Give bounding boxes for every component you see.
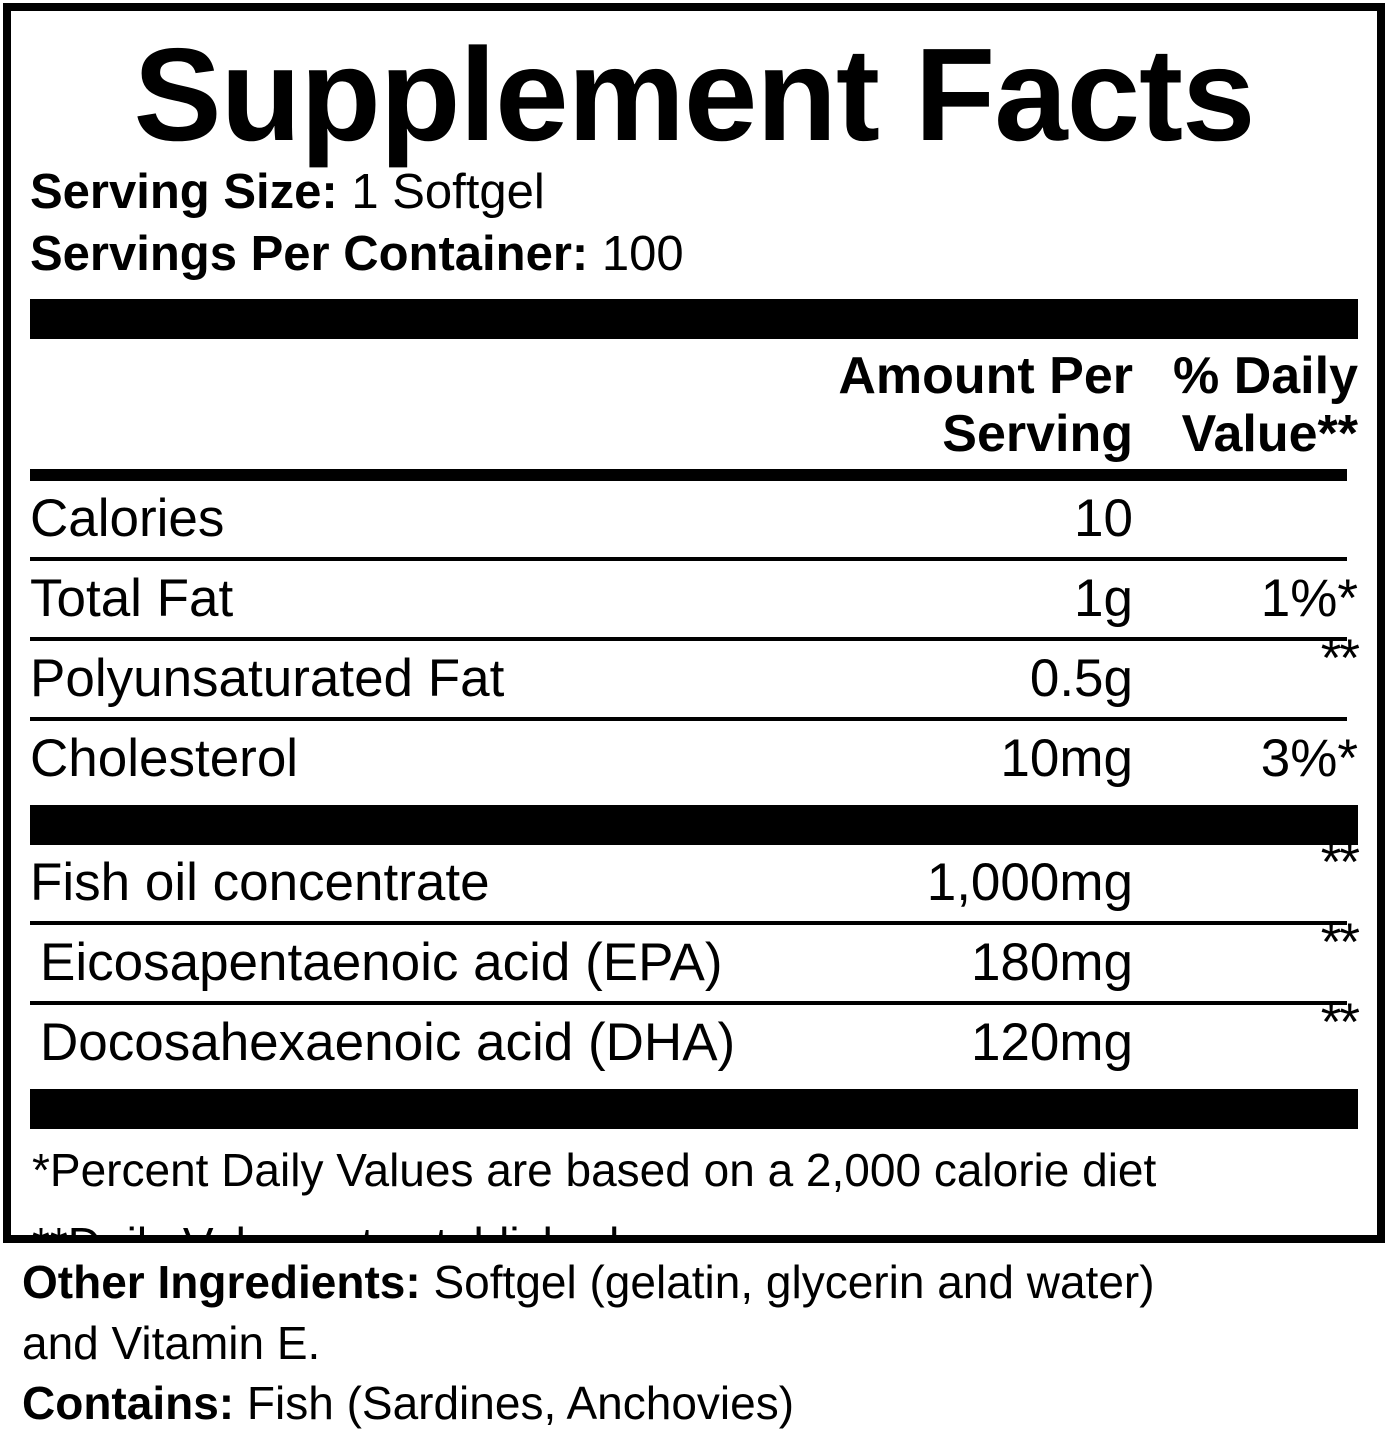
serving-size-value: 1 Softgel bbox=[351, 165, 545, 219]
row-divider bbox=[30, 717, 1347, 721]
nutrient-name: Total Fat bbox=[30, 569, 234, 628]
other-ingredients-section: Other Ingredients: Softgel (gelatin, gly… bbox=[22, 1252, 1362, 1434]
nutrient-daily-value: ** bbox=[1147, 996, 1360, 1069]
footnote-dv-not-established: **Daily Value not established. bbox=[30, 1193, 1358, 1235]
other-ingredients-line2: and Vitamin E. bbox=[22, 1316, 321, 1369]
nutrient-daily-value: ** bbox=[1147, 632, 1360, 705]
table-row: Polyunsaturated Fat 0.5g ** bbox=[30, 632, 1360, 717]
other-ingredients-line1: Other Ingredients: Softgel (gelatin, gly… bbox=[22, 1252, 1362, 1313]
row-divider bbox=[30, 557, 1347, 561]
table-row: Fish oil concentrate 1,000mg ** bbox=[30, 836, 1360, 921]
footnote-percent-daily-value: *Percent Daily Values are based on a 2,0… bbox=[32, 1144, 1157, 1196]
nutrient-amount: 10mg bbox=[1000, 729, 1133, 788]
nutrient-name: Fish oil concentrate bbox=[30, 853, 490, 912]
nutrient-daily-value: ** bbox=[1147, 836, 1360, 909]
nutrient-amount: 180mg bbox=[970, 933, 1133, 992]
nutrient-daily-value: 3%* bbox=[1260, 729, 1358, 788]
servings-per-container-line: Servings Per Container: 100 bbox=[30, 225, 1358, 285]
nutrient-name: Cholesterol bbox=[30, 729, 299, 788]
row-divider bbox=[30, 1001, 1347, 1005]
table-row: Calories 10 bbox=[30, 481, 1358, 557]
nutrient-name: Docosahexaenoic acid (DHA) bbox=[40, 1013, 736, 1072]
contains-label: Contains: bbox=[22, 1377, 235, 1430]
nutrient-amount: 1,000mg bbox=[926, 853, 1133, 912]
panel-title: Supplement Facts bbox=[133, 21, 1256, 168]
servings-per-container-value: 100 bbox=[601, 226, 684, 281]
nutrient-name: Calories bbox=[30, 489, 225, 548]
amount-per-serving-header: Amount Per Serving bbox=[837, 347, 1147, 463]
nutrient-amount: 0.5g bbox=[1029, 649, 1133, 708]
daily-value-header: % Daily Value** bbox=[1147, 347, 1358, 463]
row-divider bbox=[30, 637, 1347, 641]
other-ingredients-label: Other Ingredients: bbox=[22, 1256, 421, 1308]
supplement-facts-box: Supplement Facts Serving Size: 1 Softgel… bbox=[3, 3, 1385, 1243]
divider-bar-bottom bbox=[30, 1089, 1358, 1129]
dv-header-line2: Value** bbox=[1181, 404, 1358, 463]
divider-bar-middle bbox=[30, 805, 1358, 845]
nutrient-daily-value: 1%* bbox=[1260, 569, 1358, 628]
nutrient-name: Polyunsaturated Fat bbox=[30, 649, 505, 708]
nutrient-amount: 120mg bbox=[970, 1013, 1133, 1072]
table-row: Docosahexaenoic acid (DHA) 120mg ** bbox=[30, 996, 1360, 1081]
row-divider bbox=[30, 921, 1347, 925]
serving-size-label: Serving Size: bbox=[30, 165, 338, 219]
contains-line: Contains: Fish (Sardines, Anchovies) bbox=[22, 1373, 1362, 1434]
dv-footnote-mark: ** bbox=[1320, 833, 1360, 892]
table-row: Cholesterol 10mg 3%* bbox=[30, 721, 1358, 797]
amount-header-line1: Amount Per bbox=[838, 346, 1133, 405]
servings-per-container-label: Servings Per Container: bbox=[30, 226, 589, 281]
contains-value: Fish (Sardines, Anchovies) bbox=[246, 1377, 795, 1430]
amount-header-line2: Serving bbox=[942, 404, 1133, 463]
other-ingredients-value: Softgel (gelatin, glycerin and water) bbox=[433, 1256, 1155, 1308]
nutrient-name: Eicosapentaenoic acid (EPA) bbox=[40, 933, 723, 992]
dv-footnote-mark: ** bbox=[1320, 993, 1360, 1052]
nutrient-daily-value: ** bbox=[1147, 916, 1360, 989]
nutrient-amount: 10 bbox=[1074, 489, 1133, 548]
column-headers: Amount Per Serving % Daily Value** bbox=[30, 339, 1358, 469]
dv-header-line1: % Daily bbox=[1173, 346, 1358, 405]
table-row: Eicosapentaenoic acid (EPA) 180mg ** bbox=[30, 916, 1360, 1001]
serving-size-line: Serving Size: 1 Softgel bbox=[30, 163, 1358, 223]
nutrient-amount: 1g bbox=[1074, 569, 1133, 628]
divider-bar-top bbox=[30, 298, 1358, 339]
dv-footnote-mark: ** bbox=[1320, 913, 1360, 972]
rule-below-headers bbox=[30, 469, 1347, 481]
dv-footnote-mark: ** bbox=[1320, 629, 1360, 688]
table-row: Total Fat 1g 1%* bbox=[30, 561, 1358, 637]
